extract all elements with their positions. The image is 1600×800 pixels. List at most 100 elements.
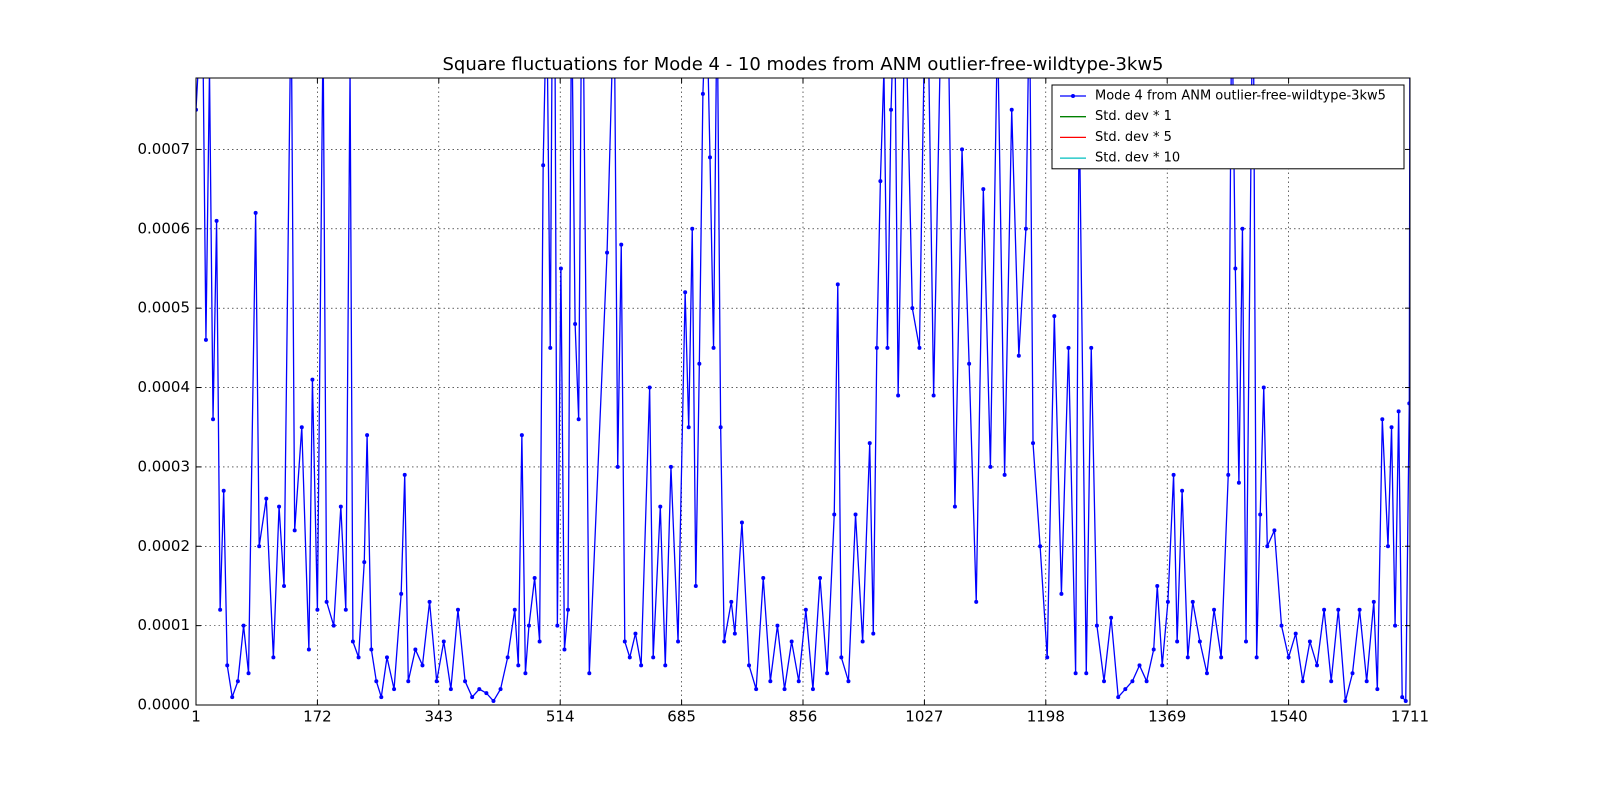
data-point: [292, 528, 297, 533]
data-point: [690, 226, 695, 231]
data-point: [277, 504, 282, 509]
data-point: [562, 647, 567, 652]
data-point: [392, 687, 397, 692]
data-point: [1236, 480, 1241, 485]
data-point: [1002, 472, 1007, 477]
y-tick-label: 0.0007: [138, 140, 191, 158]
data-point: [555, 623, 560, 628]
data-point: [619, 242, 624, 247]
legend-label: Std. dev * 10: [1095, 151, 1180, 166]
data-point: [700, 91, 705, 96]
data-point: [225, 663, 230, 668]
data-point: [282, 583, 287, 588]
data-point: [910, 306, 915, 311]
data-point: [1175, 639, 1180, 644]
data-point: [441, 639, 446, 644]
y-tick-label: 0.0006: [138, 219, 191, 237]
data-point: [1089, 345, 1094, 350]
data-point: [896, 393, 901, 398]
data-point: [839, 655, 844, 660]
data-point: [214, 218, 219, 223]
data-point: [505, 655, 510, 660]
x-tick-label: 1711: [1391, 708, 1429, 726]
x-tick-label: 1369: [1148, 708, 1186, 726]
x-tick-label: 685: [667, 708, 696, 726]
data-point: [1212, 607, 1217, 612]
data-point: [615, 464, 620, 469]
data-point: [576, 417, 581, 422]
data-point: [1197, 639, 1202, 644]
data-point: [1185, 655, 1190, 660]
data-point: [413, 647, 418, 652]
data-point: [952, 504, 957, 509]
data-point: [1084, 671, 1089, 676]
ticks: 0.0000 0.0001 0.0002 0.0003 0.0004 0.0005 0.00…: [138, 78, 1429, 726]
data-point: [348, 68, 352, 72]
data-point: [1226, 472, 1231, 477]
data-point: [686, 425, 691, 430]
data-point: [310, 377, 315, 382]
data-point: [455, 607, 460, 612]
x-tick-label: 1027: [905, 708, 943, 726]
data-point: [1279, 623, 1284, 628]
data-point: [1400, 695, 1405, 700]
data-point: [939, 28, 943, 32]
data-point: [739, 520, 744, 525]
x-tick-label: 1540: [1270, 708, 1308, 726]
data-point: [1219, 655, 1224, 660]
data-point: [1300, 679, 1305, 684]
data-point: [1180, 488, 1185, 493]
data-point: [1165, 599, 1170, 604]
data-point: [365, 433, 370, 438]
data-point: [566, 607, 571, 612]
data-point: [257, 544, 262, 549]
data-point: [271, 655, 276, 660]
data-point: [306, 647, 311, 652]
x-tick-label: 343: [424, 708, 453, 726]
data-point: [1393, 623, 1398, 628]
x-tick-label: 514: [546, 708, 575, 726]
data-point: [362, 560, 367, 565]
data-point: [399, 591, 404, 596]
data-point: [470, 695, 475, 700]
data-point: [541, 163, 546, 168]
data-point: [1329, 679, 1334, 684]
data-point: [264, 496, 269, 501]
data-point: [1364, 679, 1369, 684]
y-tick-label: 0.0004: [138, 378, 191, 396]
data-point: [532, 576, 537, 581]
plot-area: [196, 28, 1410, 704]
data-point: [874, 345, 879, 350]
data-point: [1403, 699, 1408, 704]
data-point: [627, 655, 632, 660]
data-point: [1204, 671, 1209, 676]
data-point: [1322, 607, 1327, 612]
data-point: [853, 512, 858, 517]
data-point: [810, 687, 815, 692]
data-point: [427, 599, 432, 604]
data-point: [448, 687, 453, 692]
y-tick-label: 0.0001: [138, 616, 191, 634]
data-point: [1144, 679, 1149, 684]
data-point: [1038, 544, 1043, 549]
data-point: [988, 464, 993, 469]
data-point: [519, 433, 524, 438]
data-point: [732, 631, 737, 636]
data-point: [639, 663, 644, 668]
data-point: [885, 345, 890, 350]
data-point: [1102, 679, 1107, 684]
legend-label: Std. dev * 1: [1095, 109, 1172, 124]
data-point: [203, 337, 208, 342]
data-point: [1137, 663, 1142, 668]
data-point: [477, 687, 482, 692]
grid: [195, 78, 1411, 706]
data-point: [707, 155, 712, 160]
data-point: [315, 607, 320, 612]
data-point: [1059, 591, 1064, 596]
data-point: [1052, 314, 1057, 319]
data-point: [1389, 425, 1394, 430]
data-point: [369, 647, 374, 652]
axes-frame: [195, 77, 1411, 706]
data-point: [1151, 647, 1156, 652]
